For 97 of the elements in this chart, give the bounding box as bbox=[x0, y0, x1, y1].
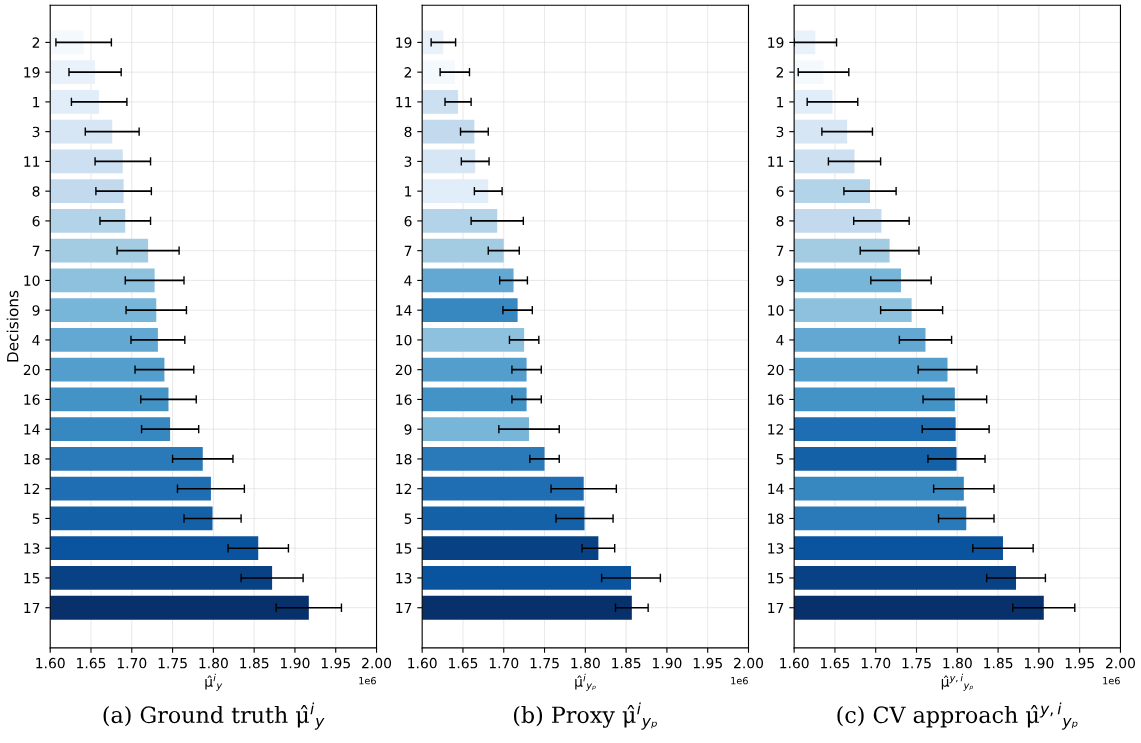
x-tick-label: 1.65 bbox=[449, 657, 478, 669]
x-tick-label: 1.65 bbox=[77, 657, 106, 669]
y-tick-label: 2 bbox=[404, 67, 412, 78]
y-tick-label: 19 bbox=[768, 37, 784, 48]
text: 1e6 bbox=[1103, 676, 1120, 685]
x-tick-label: 1.70 bbox=[117, 657, 147, 669]
x-tick-label: 1.90 bbox=[652, 657, 682, 669]
y-tick-label: 4 bbox=[404, 275, 412, 286]
y-tick-label: 15 bbox=[24, 573, 40, 584]
x-axis-title: μ̂$^{i}$$_{y}$ bbox=[205, 673, 223, 691]
x-tick-label: 1.70 bbox=[861, 657, 891, 669]
y-tick-label: 17 bbox=[24, 602, 40, 613]
y-tick-label: 1 bbox=[777, 97, 784, 108]
y-tick-label: 9 bbox=[404, 424, 412, 435]
y-tick-label: 20 bbox=[23, 364, 40, 376]
y-tick-label: 17 bbox=[396, 602, 412, 613]
x-tick-label: 1.95 bbox=[693, 657, 722, 669]
x-tick-label: 1.75 bbox=[530, 658, 559, 669]
y-tick-label: 8 bbox=[32, 186, 40, 197]
x-tick-label: 1.80 bbox=[199, 657, 228, 669]
y-tick-label: 9 bbox=[776, 275, 784, 286]
y-tick-label: 10 bbox=[24, 275, 40, 286]
y-tick-label: 15 bbox=[396, 543, 412, 554]
x-tick-label: 1.85 bbox=[612, 657, 641, 669]
y-tick-label: 3 bbox=[404, 156, 412, 167]
x-tick-label: 1.75 bbox=[158, 658, 187, 669]
y-tick-label: 5 bbox=[404, 513, 412, 524]
y-tick-label: 2 bbox=[32, 37, 40, 48]
y-tick-label: 11 bbox=[24, 156, 40, 167]
y-tick-label: 10 bbox=[768, 305, 784, 316]
y-tick-label: 18 bbox=[768, 513, 784, 524]
x-tick-label: 1.65 bbox=[820, 657, 850, 669]
y-tick-label: 18 bbox=[396, 453, 412, 465]
x-tick-label: 1.60 bbox=[408, 657, 437, 669]
y-tick-label: 4 bbox=[776, 335, 784, 346]
y-tick-label: 8 bbox=[404, 126, 412, 138]
y-tick-label: 16 bbox=[396, 394, 412, 405]
x-axis-title: μ̂$^{i}$$_{yₚ}$ bbox=[575, 673, 596, 691]
y-tick-label: 5 bbox=[32, 513, 40, 524]
x-tick-label: 1.90 bbox=[281, 657, 310, 669]
text: (a) Ground truth μ̂$^{i}$$_{y}$ bbox=[103, 702, 325, 730]
y-tick-label: 6 bbox=[404, 215, 412, 227]
y-tick-label: 12 bbox=[24, 483, 40, 494]
y-tick-label: 13 bbox=[396, 572, 412, 584]
y-tick-label: 12 bbox=[396, 483, 412, 494]
x-tick-label: 1.70 bbox=[489, 657, 519, 669]
x-tick-label: 1.75 bbox=[902, 658, 931, 669]
x-tick-label: 2.00 bbox=[362, 657, 392, 669]
y-tick-label: 6 bbox=[32, 215, 40, 227]
y-tick-label: 7 bbox=[776, 245, 784, 256]
y-tick-label: 16 bbox=[24, 394, 40, 405]
y-tick-label: 18 bbox=[24, 453, 40, 465]
y-tick-label: 14 bbox=[24, 424, 40, 435]
y-tick-label: 3 bbox=[776, 126, 784, 138]
y-tick-label: 20 bbox=[767, 364, 784, 376]
x-tick-label: 1.90 bbox=[1024, 657, 1054, 669]
y-tick-label: 6 bbox=[776, 186, 784, 197]
y-tick-label: 8 bbox=[776, 215, 784, 227]
y-tick-label: 7 bbox=[32, 245, 40, 256]
y-tick-label: 3 bbox=[32, 126, 40, 138]
y-tick-label: 10 bbox=[396, 334, 412, 346]
text: 1e6 bbox=[731, 676, 748, 685]
y-tick-label: 12 bbox=[768, 424, 784, 435]
x-tick-label: 2.00 bbox=[1106, 657, 1135, 669]
x-tick-label: 1.60 bbox=[36, 657, 65, 669]
y-tick-label: 14 bbox=[396, 305, 412, 316]
y-tick-label: 1 bbox=[405, 186, 412, 197]
y-tick-label: 9 bbox=[32, 305, 40, 316]
y-tick-label: 11 bbox=[396, 97, 412, 108]
x-tick-label: 1.80 bbox=[943, 657, 972, 669]
y-tick-label: 4 bbox=[32, 335, 40, 346]
x-tick-label: 1.95 bbox=[1065, 657, 1094, 669]
y-tick-label: 7 bbox=[404, 245, 412, 256]
x-tick-label: 1.95 bbox=[321, 657, 350, 669]
y-tick-label: 19 bbox=[24, 67, 40, 78]
x-tick-label: 2.00 bbox=[734, 657, 764, 669]
text: (b) Proxy μ̂$^{i}$$_{yₚ}$ bbox=[513, 702, 657, 730]
y-tick-label: 20 bbox=[395, 364, 412, 376]
text: 1e6 bbox=[359, 676, 376, 685]
y-tick-label: 16 bbox=[768, 394, 784, 405]
y-tick-label: 1 bbox=[33, 97, 40, 108]
y-tick-label: 19 bbox=[396, 37, 412, 48]
x-tick-label: 1.80 bbox=[571, 657, 600, 669]
y-tick-label: 14 bbox=[768, 483, 784, 494]
y-axis-title: Decisions bbox=[6, 290, 19, 362]
x-tick-label: 1.85 bbox=[984, 657, 1013, 669]
y-tick-label: 17 bbox=[768, 602, 784, 613]
x-tick-label: 1.85 bbox=[240, 657, 269, 669]
y-tick-label: 2 bbox=[776, 67, 784, 78]
y-tick-label: 15 bbox=[768, 573, 784, 584]
y-tick-label: 13 bbox=[768, 543, 784, 554]
x-tick-label: 1.60 bbox=[780, 657, 809, 669]
y-tick-label: 11 bbox=[768, 156, 784, 167]
text: (c) CV approach μ̂$^{y,i}$$_{yₚ}$ bbox=[837, 702, 1078, 730]
x-axis-title: μ̂$^{y,i}$$_{yₚ}$ bbox=[941, 673, 973, 691]
y-tick-label: 5 bbox=[776, 454, 784, 465]
y-tick-label: 13 bbox=[24, 543, 40, 554]
